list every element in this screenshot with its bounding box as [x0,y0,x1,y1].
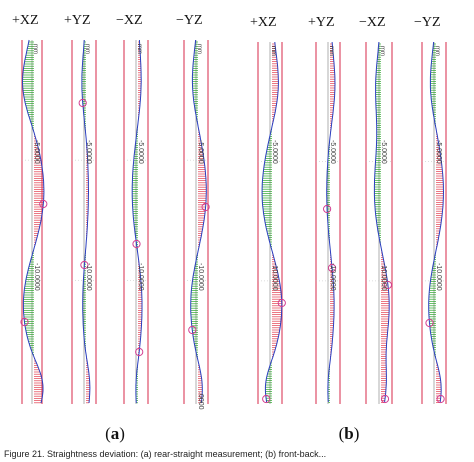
unit-label: mm [32,44,38,54]
deviation-curve [131,39,143,404]
extremum-marker-0 [328,263,337,273]
extremum-marker-1 [201,202,210,212]
tick-label-0: -5.0000 [85,140,92,164]
extremum-marker-1 [39,199,48,209]
extremum-marker-1 [436,394,445,404]
panel-a-label: (a) [105,424,125,443]
extremum-marker-0 [425,318,434,328]
column-label: −YZ [176,13,203,28]
deviation-curve [428,41,445,403]
unit-label: mm [434,46,440,56]
panel-b-column-0: +XZ mm -5.0000 -10.0000 [250,15,286,404]
unit-label: mm [328,46,334,56]
tick-label-2: .0000 [197,392,204,410]
extremum-marker-0 [383,280,392,290]
tick-label-0: -5.0000 [329,140,336,164]
deviation-hatch [374,43,390,403]
tick-label-1: -10.0000 [435,263,442,291]
deviation-hatch [22,41,44,404]
tick-label-0: -5.0000 [137,140,144,164]
tick-label-1: -10.0000 [137,263,144,291]
deviation-curve [190,39,207,404]
extremum-marker-1 [323,204,332,214]
unit-label: mm [136,44,142,54]
tick-label-0: -5.0000 [380,140,387,164]
unit-label: mm [379,46,385,56]
panel-a-column-0: +XZ mm -5.0000 -10.0000 [12,13,48,404]
panel-b-column-2: −XZ mm -5.0000 -10.0000 [359,15,393,404]
panel-a-column-3: −YZ mm -5.0000 -10.0000 .0000 [176,13,210,410]
column-label: −XZ [116,13,143,28]
extremum-marker-0 [78,98,87,108]
tick-label-0: -5.0000 [435,140,442,164]
column-label: +YZ [64,13,91,28]
tick-label-1: -10.0000 [85,263,92,291]
deviation-curve [373,41,390,403]
tick-label-0: -5.0000 [271,140,278,164]
deviation-curve [261,41,283,403]
deviation-curve [21,39,45,404]
deviation-curve [81,39,91,404]
tick-label-1: -10.0000 [329,263,336,291]
deviation-hatch [262,43,282,403]
deviation-curve [326,41,336,403]
panel-b-label: (b) [338,424,360,443]
unit-label: mm [84,44,90,54]
tick-label-1: -10.0000 [271,263,278,291]
column-label: −YZ [414,15,441,30]
extremum-marker-0 [277,298,286,308]
panel-a-column-2: −XZ mm -5.0000 -10.0000 [116,13,149,404]
panel-a-column-1: +YZ mm -5.0000 -10.0000 [64,13,97,404]
figure-caption: Figure 21. Straightness deviation: (a) r… [4,449,327,459]
column-label: −XZ [359,15,386,30]
extremum-marker-0 [20,317,29,327]
column-label: +XZ [250,15,277,30]
extremum-marker-1 [262,394,271,404]
panel-b-column-3: −YZ mm -5.0000 -10.0000 [414,15,447,404]
extremum-marker-0 [188,325,197,335]
tick-label-1: -10.0000 [197,263,204,291]
unit-label: mm [270,46,276,56]
column-label: +YZ [308,15,335,30]
tick-label-0: -5.0000 [33,140,40,164]
tick-label-1: -10.0000 [380,263,387,291]
unit-label: mm [196,44,202,54]
tick-label-0: -5.0000 [197,140,204,164]
extremum-marker-1 [135,347,144,357]
deviation-hatch [81,41,90,404]
tick-label-1: -10.0000 [33,263,40,291]
column-label: +XZ [12,13,39,28]
extremum-marker-1 [380,394,390,404]
panel-b-column-1: +YZ mm -5.0000 -10.0000 [308,15,341,404]
extremum-marker-1 [80,260,89,270]
extremum-marker-0 [132,239,141,249]
